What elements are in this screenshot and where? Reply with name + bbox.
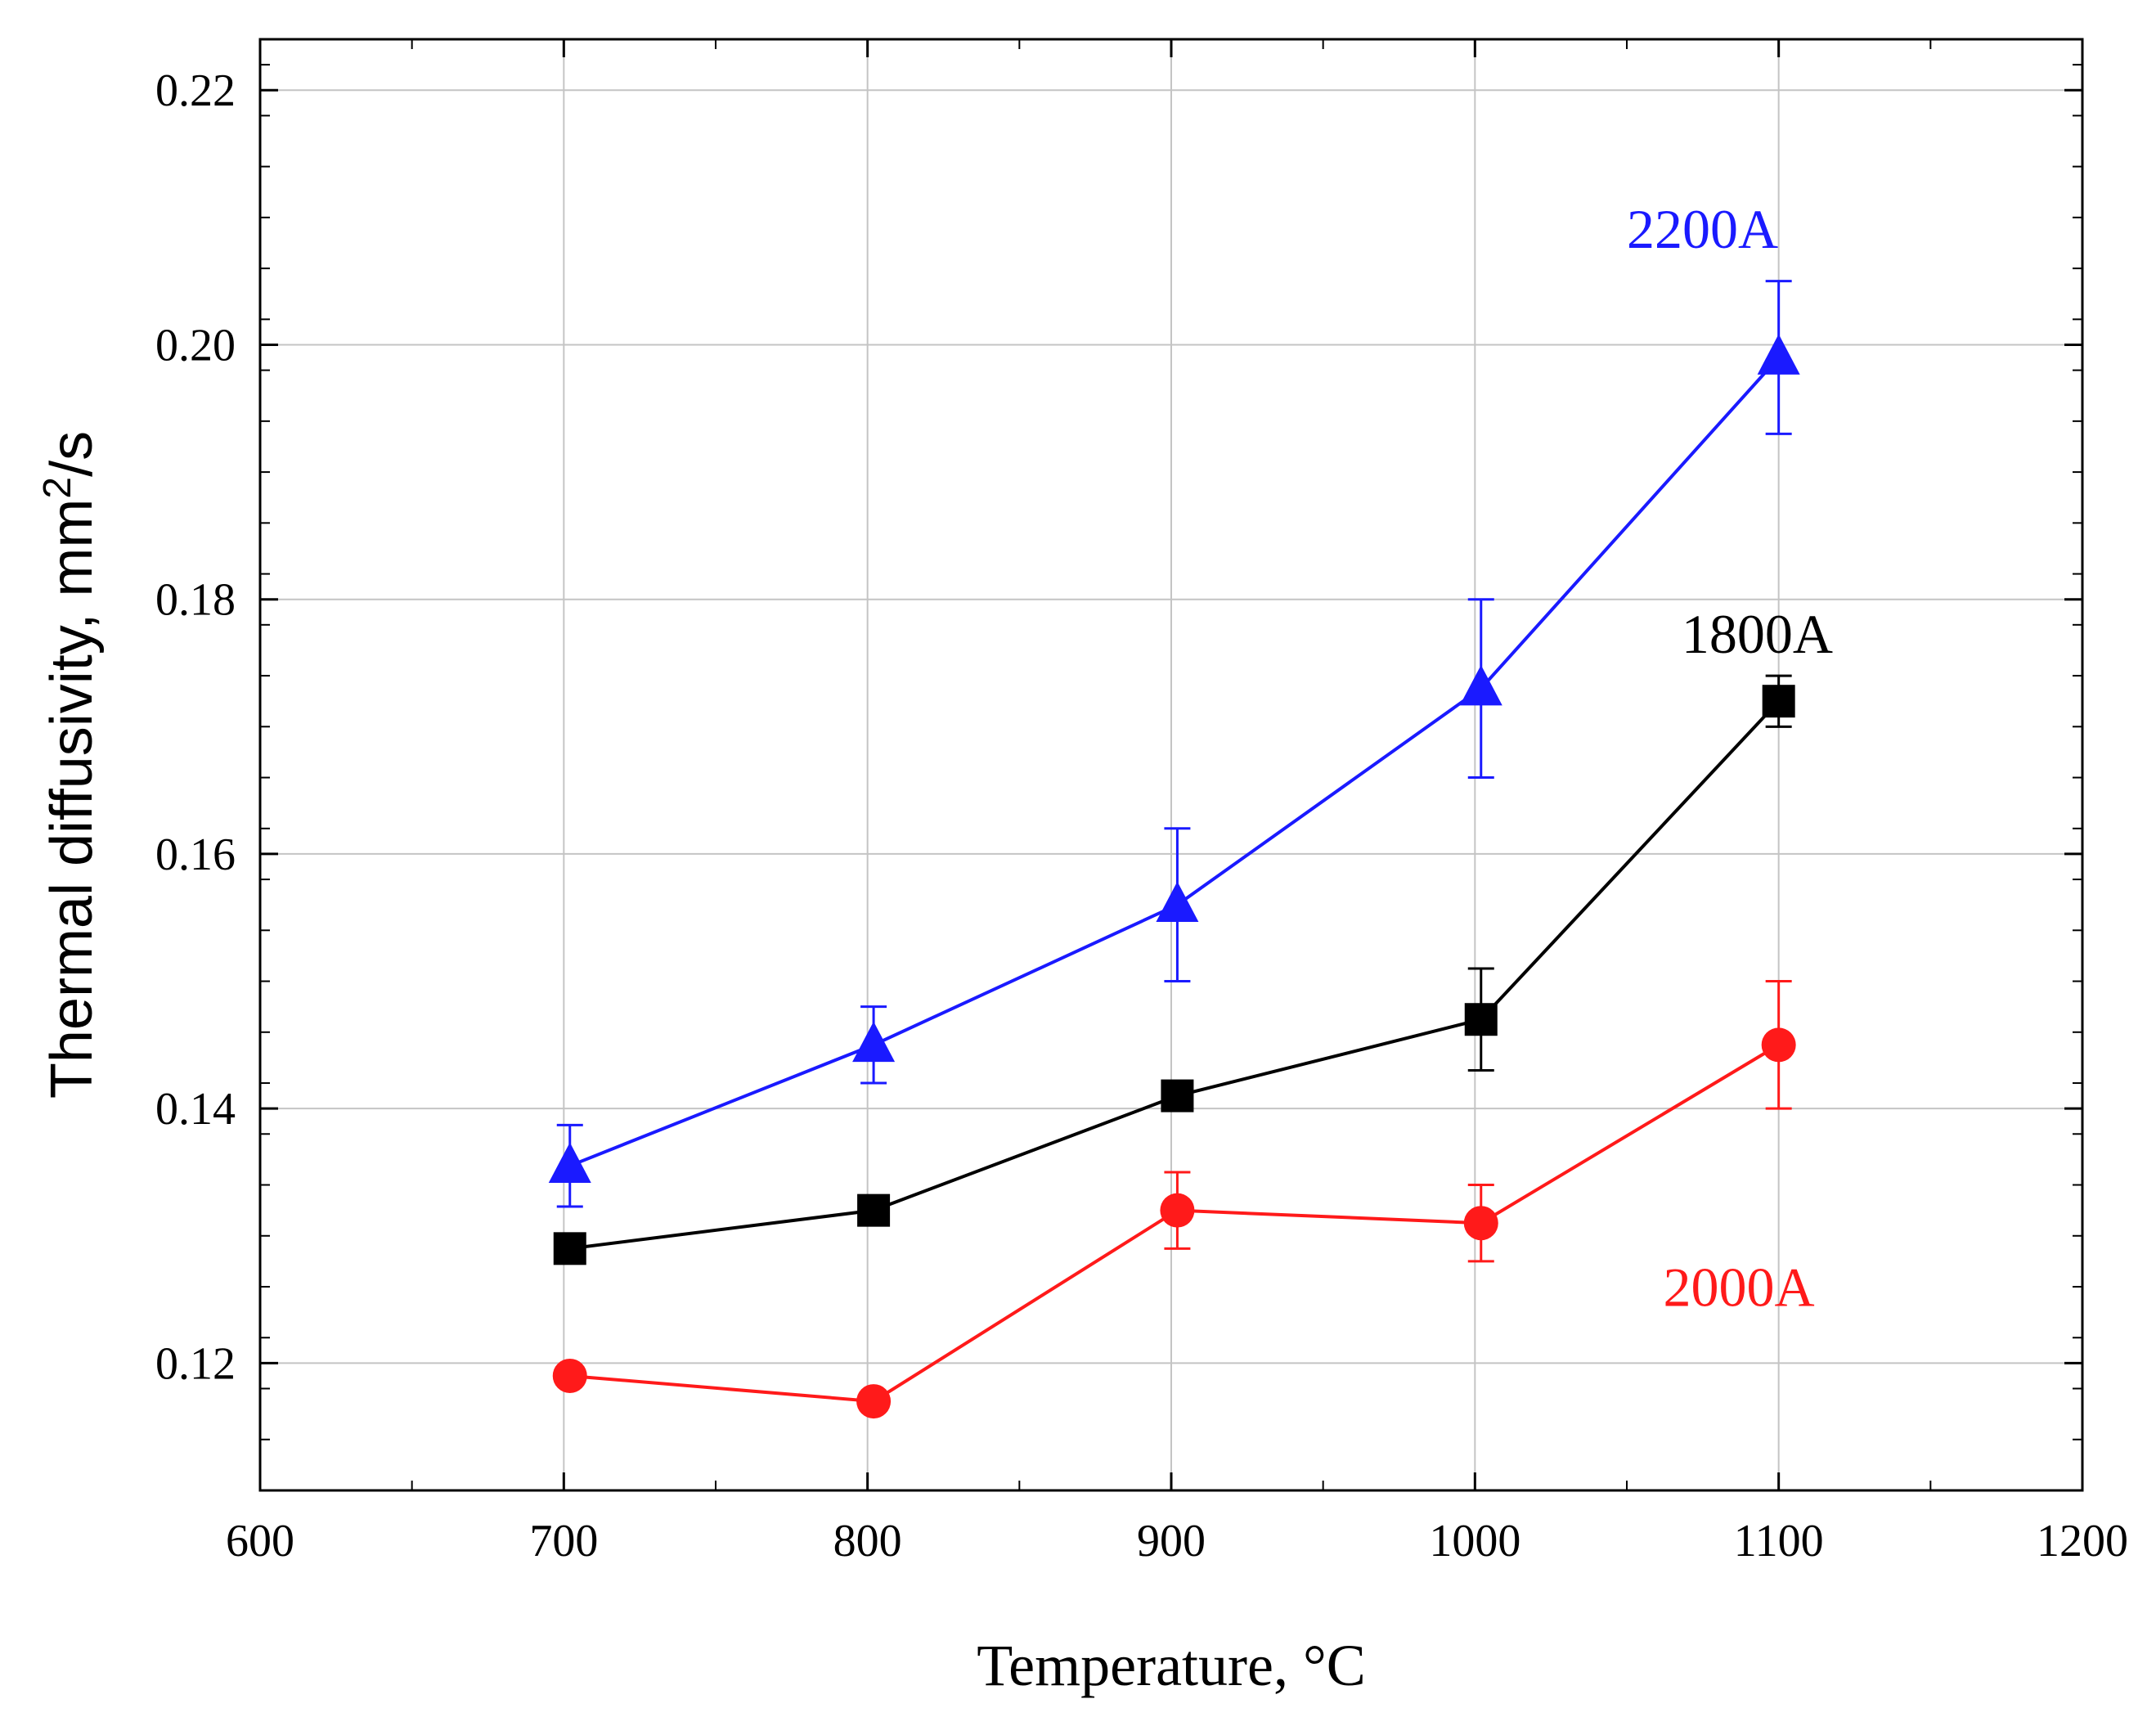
data-point <box>1761 1027 1796 1063</box>
y-tick-label: 0.16 <box>155 829 236 880</box>
data-point <box>852 1021 896 1063</box>
series-label-1800A: 1800A <box>1682 603 1833 665</box>
x-tick-label: 800 <box>833 1516 902 1566</box>
series-label-2000A: 2000A <box>1664 1256 1815 1318</box>
data-point <box>857 1193 891 1227</box>
series-1800A <box>553 674 1795 1265</box>
series-line <box>569 356 1781 1168</box>
data-point <box>548 1142 591 1183</box>
y-tick-label: 0.18 <box>155 575 236 626</box>
series-2200A <box>548 280 1800 1208</box>
y-tick-label: 0.20 <box>155 320 236 371</box>
y-tick-label: 0.22 <box>155 65 236 116</box>
data-point <box>1463 1206 1498 1241</box>
data-point <box>552 1358 587 1393</box>
data-point <box>1762 685 1795 718</box>
y-tick-label: 0.12 <box>155 1338 236 1389</box>
series-layer <box>548 280 1800 1419</box>
x-axis-title: Temperature, °C <box>977 1633 1366 1698</box>
y-axis-title-tail: /s <box>39 431 105 477</box>
x-tick-label: 1100 <box>1734 1516 1824 1566</box>
y-tick-label: 0.14 <box>155 1084 236 1135</box>
data-point <box>1757 334 1800 375</box>
series-2000A <box>552 980 1796 1419</box>
series-line <box>569 699 1781 1251</box>
data-point <box>1161 1079 1194 1112</box>
ticks <box>258 39 2084 1490</box>
tick-labels: 600 700 800 900 1000 1100 1200 0.12 0.14 0.16 0.18… <box>155 65 2128 1566</box>
x-tick-label: 1200 <box>2037 1516 2128 1566</box>
data-point <box>1156 881 1199 922</box>
data-point <box>1459 665 1502 706</box>
y-axis-title-superscript: 2 <box>36 477 79 499</box>
series-label-2200A: 2200A <box>1627 198 1778 260</box>
data-point <box>1464 1003 1498 1036</box>
x-tick-label: 600 <box>226 1516 294 1566</box>
x-tick-label: 900 <box>1137 1516 1206 1566</box>
x-tick-label: 1000 <box>1429 1516 1520 1566</box>
y-axis-title: Thermal diffusivity, mm2/s <box>36 431 106 1099</box>
x-tick-label: 700 <box>529 1516 598 1566</box>
y-axis-title-main: Thermal diffusivity, mm <box>39 499 105 1099</box>
data-point <box>856 1384 892 1419</box>
data-point <box>1160 1193 1195 1228</box>
data-point <box>553 1232 586 1265</box>
